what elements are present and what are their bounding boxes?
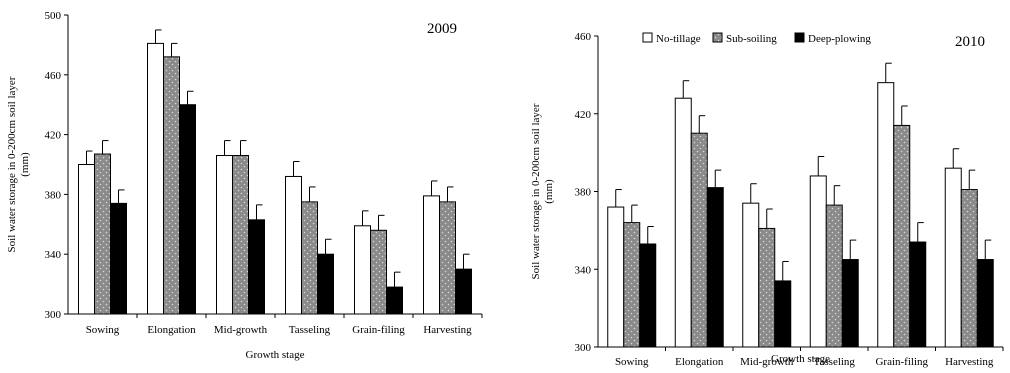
- y-tick-label: 500: [45, 10, 62, 22]
- bar-deep-plowing: [909, 241, 927, 348]
- legend-label: No-tillage: [656, 33, 701, 45]
- legend-swatch-sub-soiling: [712, 32, 723, 43]
- bar-sub-soiling: [301, 201, 318, 315]
- x-axis-title: Growth stage: [246, 349, 305, 361]
- bar-sub-soiling: [690, 132, 708, 348]
- bar-sub-soiling: [960, 189, 978, 348]
- chart-2010: 300 340 380 420 460 Sowing Elongation Mid-growt…: [530, 31, 1004, 368]
- category-label: Mid-growth: [740, 356, 794, 368]
- bar-sub-soiling: [893, 124, 911, 348]
- bar-deep-plowing: [841, 259, 859, 348]
- category-label: Tasseling: [814, 356, 856, 368]
- bar-no-tillage: [78, 164, 95, 315]
- legend-swatch-deep-plowing: [794, 32, 805, 43]
- y-axis-title: (mm): [543, 179, 555, 204]
- bar-no-tillage: [877, 82, 895, 348]
- category-label: Sowing: [86, 324, 120, 336]
- bar-deep-plowing: [317, 253, 334, 315]
- chart-title: 2010: [955, 34, 985, 50]
- y-tick-label: 420: [45, 130, 62, 142]
- bar-sub-soiling: [370, 229, 387, 315]
- category-label: Grain-filing: [875, 356, 928, 368]
- bar-sub-soiling: [623, 222, 641, 348]
- bar-no-tillage: [742, 202, 760, 348]
- y-tick-label: 420: [575, 109, 592, 121]
- bar-deep-plowing: [179, 104, 196, 315]
- bar-deep-plowing: [706, 187, 724, 348]
- bar-sub-soiling: [232, 155, 249, 315]
- bar-sub-soiling: [163, 56, 180, 315]
- bar-no-tillage: [607, 206, 625, 348]
- bar-sub-soiling: [825, 204, 843, 348]
- bar-no-tillage: [354, 225, 371, 315]
- bar-deep-plowing: [110, 202, 127, 315]
- bar-deep-plowing: [455, 268, 472, 315]
- y-tick-label: 340: [45, 249, 62, 261]
- bar-no-tillage: [285, 175, 302, 315]
- y-tick-label: 460: [45, 70, 62, 82]
- category-label: Elongation: [675, 356, 724, 368]
- y-tick-label: 380: [45, 189, 62, 201]
- legend-label: Deep-plowing: [808, 33, 871, 45]
- y-axis-title: Soil water storage in 0-200cm soil layer: [530, 103, 542, 279]
- category-label: Mid-growth: [214, 324, 268, 336]
- bar-sub-soiling: [439, 201, 456, 315]
- bar-no-tillage: [674, 97, 692, 348]
- bar-no-tillage: [944, 167, 962, 348]
- bar-deep-plowing: [639, 243, 657, 348]
- chart-title: 2009: [427, 21, 457, 37]
- x-axis-title: Growth stage: [771, 353, 830, 365]
- legend-label: Sub-soiling: [726, 33, 777, 45]
- y-tick-label: 340: [575, 264, 592, 276]
- category-label: Grain-filing: [352, 324, 405, 336]
- bar-deep-plowing: [248, 219, 265, 315]
- category-label: Elongation: [147, 324, 196, 336]
- category-label: Harvesting: [423, 324, 472, 336]
- bar-no-tillage: [216, 155, 233, 315]
- chart-2009: 300 340 380 420 460 500 Sowing Elongation Mid-gr…: [6, 10, 483, 361]
- y-axis-title: Soil water storage in 0-200cm soil layer: [6, 76, 18, 252]
- y-tick-label: 300: [575, 342, 592, 354]
- bar-deep-plowing: [976, 259, 994, 348]
- bar-no-tillage: [809, 175, 827, 348]
- bar-sub-soiling: [94, 153, 111, 315]
- bar-sub-soiling: [758, 227, 776, 348]
- bar-no-tillage: [423, 195, 440, 315]
- y-tick-label: 300: [45, 309, 62, 321]
- category-label: Harvesting: [945, 356, 994, 368]
- category-label: Sowing: [615, 356, 649, 368]
- bar-no-tillage: [147, 42, 164, 315]
- y-tick-label: 460: [575, 31, 592, 43]
- y-axis-title: (mm): [19, 152, 31, 177]
- category-label: Tasseling: [289, 324, 331, 336]
- legend-swatch-no-tillage: [642, 32, 653, 43]
- bar-deep-plowing: [386, 286, 403, 315]
- bar-deep-plowing: [774, 280, 792, 348]
- y-tick-label: 380: [575, 187, 592, 199]
